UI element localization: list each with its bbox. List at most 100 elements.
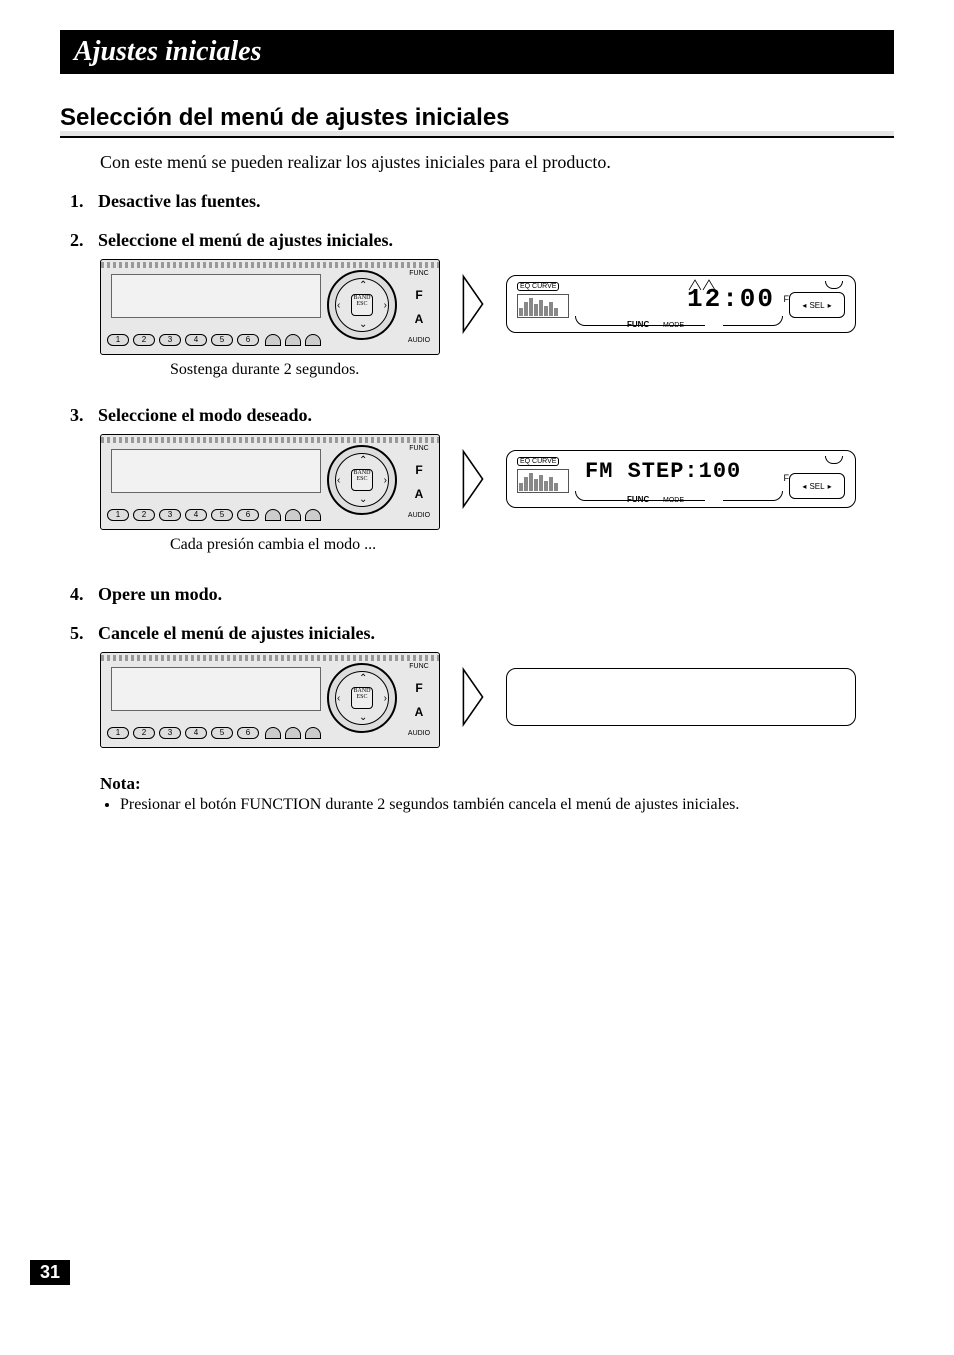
step-3: 3. Seleccione el modo deseado.: [70, 405, 894, 426]
page: Ajustes iniciales Selección del menú de …: [0, 0, 954, 814]
knob-icon: [265, 509, 281, 521]
radio-top-trim: [101, 262, 439, 268]
step-number: 1.: [70, 191, 98, 212]
audio-label: AUDIO: [408, 337, 430, 344]
side-labels: FUNC F A AUDIO: [403, 445, 435, 519]
preset-button: 1: [107, 509, 129, 521]
preset-row: 1 2 3 4 5 6: [107, 727, 259, 739]
radio-unit-diagram: 1 2 3 4 5 6 BAND ESC ⌃ ⌄: [100, 434, 440, 530]
triangle-left-icon: ◂: [802, 301, 806, 310]
curve-line-icon: [575, 316, 705, 326]
chevron-right-icon: ›: [384, 475, 387, 486]
func-label: FUNC: [409, 270, 428, 277]
triangle-right-icon: ▸: [828, 482, 832, 491]
preset-button: 6: [237, 727, 259, 739]
preset-row: 1 2 3 4 5 6: [107, 509, 259, 521]
preset-button: 5: [211, 334, 233, 346]
step-number: 2.: [70, 230, 98, 251]
display-main-text: FM STEP:100: [585, 459, 741, 484]
chevron-down-icon: ⌄: [359, 319, 367, 330]
a-label: A: [415, 706, 424, 718]
chevron-right-icon: ›: [384, 300, 387, 311]
chevron-up-icon: ⌃: [359, 455, 367, 466]
f-label: F: [415, 289, 422, 301]
dpad-center-button: BAND ESC: [351, 687, 373, 709]
lcd-display-clock: EQ CURVE 12:00 FUNC MODE F ◂ SEL: [506, 275, 856, 333]
preset-button: 4: [185, 334, 207, 346]
side-labels: FUNC F A AUDIO: [403, 663, 435, 737]
f-label: F: [415, 682, 422, 694]
nota-item: Presionar el botón FUNCTION durante 2 se…: [120, 796, 894, 814]
side-labels: FUNC F A AUDIO: [403, 270, 435, 344]
step-number: 3.: [70, 405, 98, 426]
audio-label: AUDIO: [408, 512, 430, 519]
curve-line-icon: [575, 491, 705, 501]
preset-button: 4: [185, 509, 207, 521]
figure-row-3: 1 2 3 4 5 6 BAND ESC ⌃ ⌄: [100, 434, 894, 530]
triangle-left-icon: ◂: [802, 482, 806, 491]
figure-row-2: 1 2 3 4 5 6 BAND ESC ⌃ ⌄: [100, 259, 894, 355]
step-text: Seleccione el modo deseado.: [98, 405, 894, 426]
step-text: Opere un modo.: [98, 584, 894, 605]
knob-row: [265, 509, 321, 521]
radio-unit-diagram: 1 2 3 4 5 6 BAND ESC ⌃ ⌄: [100, 259, 440, 355]
sel-button-icon: ◂ SEL ▸: [789, 473, 845, 499]
curve-line-icon: [723, 316, 783, 326]
preset-button: 2: [133, 509, 155, 521]
eq-curve-label: EQ CURVE: [517, 457, 559, 466]
figure-caption: Sostenga durante 2 segundos.: [170, 361, 894, 379]
preset-button: 5: [211, 509, 233, 521]
nota-block: Nota: Presionar el botón FUNCTION durant…: [100, 774, 894, 814]
subsection: Selección del menú de ajustes iniciales …: [60, 104, 894, 814]
knob-icon: [265, 727, 281, 739]
knob-row: [265, 727, 321, 739]
knob-row: [265, 334, 321, 346]
sel-button-icon: ◂ SEL ▸: [789, 292, 845, 318]
nota-list: Presionar el botón FUNCTION durante 2 se…: [100, 796, 894, 814]
chevron-down-icon: ⌄: [359, 494, 367, 505]
func-label: FUNC: [409, 445, 428, 452]
dpad-control: BAND ESC ⌃ ⌄ ‹ ›: [327, 270, 397, 340]
dpad-control: BAND ESC ⌃ ⌄ ‹ ›: [327, 445, 397, 515]
step-text: Desactive las fuentes.: [98, 191, 894, 212]
knob-icon: [305, 509, 321, 521]
f-label: F: [415, 464, 422, 476]
radio-top-trim: [101, 655, 439, 661]
arrow-pointer-icon: [458, 652, 488, 742]
arrow-pointer-icon: [458, 259, 488, 349]
chevron-right-icon: ›: [384, 693, 387, 704]
audio-label: AUDIO: [408, 730, 430, 737]
eq-bars-icon: [517, 294, 569, 318]
preset-button: 6: [237, 509, 259, 521]
subsection-title: Selección del menú de ajustes iniciales: [60, 104, 894, 138]
knob-icon: [285, 727, 301, 739]
chevron-left-icon: ‹: [337, 300, 340, 311]
step-1: 1. Desactive las fuentes.: [70, 191, 894, 212]
preset-button: 2: [133, 334, 155, 346]
radio-top-trim: [101, 437, 439, 443]
step-number: 4.: [70, 584, 98, 605]
preset-button: 3: [159, 334, 181, 346]
chevron-down-icon: ⌄: [359, 712, 367, 723]
figure-row-5: 1 2 3 4 5 6 BAND ESC ⌃ ⌄: [100, 652, 894, 748]
sel-label: SEL: [809, 482, 824, 491]
knob-icon: [285, 509, 301, 521]
eq-bars-icon: [517, 469, 569, 493]
loop-icon: [825, 456, 843, 464]
dpad-center-button: BAND ESC: [351, 469, 373, 491]
display-main-text: 12:00: [687, 284, 775, 314]
sel-label: SEL: [809, 301, 824, 310]
eq-curve-label: EQ CURVE: [517, 282, 559, 291]
knob-icon: [265, 334, 281, 346]
preset-button: 6: [237, 334, 259, 346]
preset-button: 3: [159, 509, 181, 521]
a-label: A: [415, 488, 424, 500]
preset-row: 1 2 3 4 5 6: [107, 334, 259, 346]
loop-icon: [825, 281, 843, 289]
dpad-center-button: BAND ESC: [351, 294, 373, 316]
preset-button: 3: [159, 727, 181, 739]
radio-lcd: [111, 449, 321, 493]
a-label: A: [415, 313, 424, 325]
triangle-right-icon: ▸: [828, 301, 832, 310]
func-label: FUNC: [409, 663, 428, 670]
